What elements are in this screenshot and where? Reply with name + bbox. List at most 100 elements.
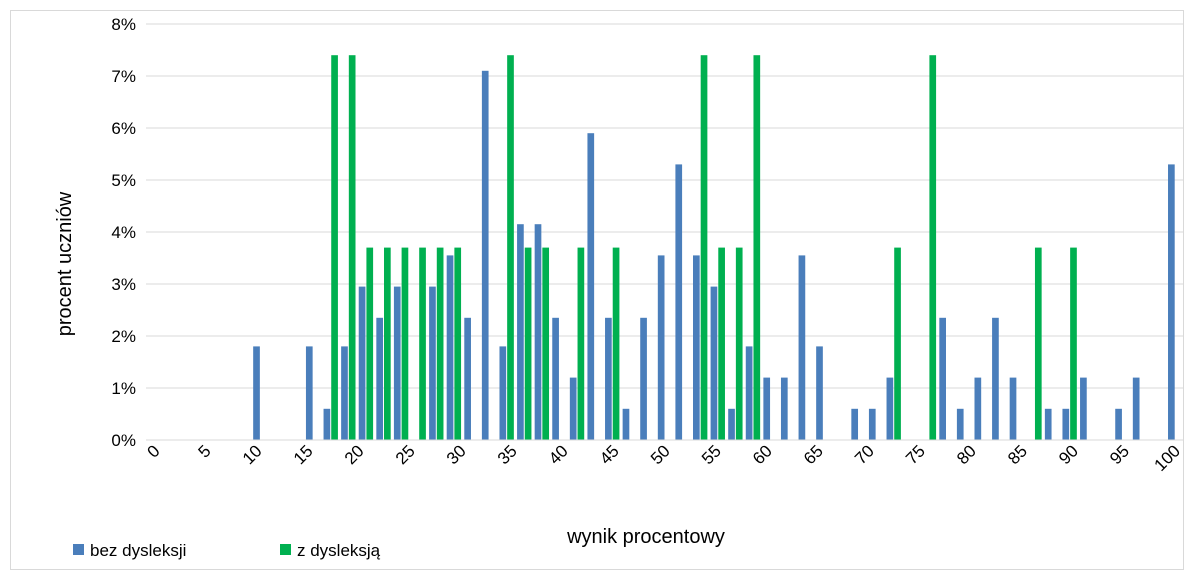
x-tick-label: 100 bbox=[1151, 441, 1184, 474]
bar-bez-dysleksji bbox=[745, 346, 753, 440]
bar-bez-dysleksji bbox=[552, 317, 559, 440]
y-tick-label: 7% bbox=[111, 67, 136, 86]
bar-z-dysleksja bbox=[454, 247, 462, 440]
bar-bez-dysleksji bbox=[253, 346, 260, 440]
bar-bez-dysleksji bbox=[323, 408, 331, 440]
bar-z-dysleksja bbox=[700, 55, 708, 440]
x-tick-label: 10 bbox=[239, 441, 266, 468]
bar-bez-dysleksji bbox=[851, 408, 859, 440]
bar-bez-dysleksji bbox=[481, 70, 489, 441]
x-tick-label: 60 bbox=[749, 441, 776, 468]
x-tick-label: 95 bbox=[1106, 441, 1133, 468]
bar-z-dysleksja bbox=[524, 247, 532, 440]
bar-bez-dysleksji bbox=[1132, 377, 1140, 440]
legend-swatch-z-dysleksja bbox=[280, 544, 291, 555]
bar-bez-dysleksji bbox=[605, 317, 612, 440]
legend-label-z-dysleksja: z dysleksją bbox=[297, 541, 381, 560]
bar-bez-dysleksji bbox=[798, 255, 806, 440]
chart-frame bbox=[10, 10, 1184, 570]
bar-bez-dysleksji bbox=[710, 286, 718, 440]
bar-z-dysleksja bbox=[1070, 247, 1077, 440]
bar-bez-dysleksji bbox=[393, 286, 401, 440]
x-axis-title: wynik procentowy bbox=[566, 526, 725, 548]
bar-z-dysleksja bbox=[348, 55, 356, 440]
x-tick-label: 25 bbox=[392, 441, 419, 468]
y-tick-label: 3% bbox=[111, 275, 136, 294]
bar-bez-dysleksji bbox=[1044, 408, 1052, 440]
x-tick-label: 75 bbox=[902, 441, 929, 468]
x-tick-label: 0 bbox=[143, 441, 163, 461]
bar-bez-dysleksji bbox=[622, 408, 630, 440]
bar-z-dysleksja bbox=[366, 247, 374, 440]
bar-z-dysleksja bbox=[419, 247, 426, 440]
bar-z-dysleksja bbox=[384, 247, 391, 440]
bar-z-dysleksja bbox=[753, 55, 761, 440]
bar-bez-dysleksji bbox=[763, 377, 771, 440]
legend-label-bez-dysleksji: bez dysleksji bbox=[90, 541, 186, 560]
bar-z-dysleksja bbox=[894, 247, 901, 440]
bar-z-dysleksja bbox=[436, 247, 444, 440]
bar-bez-dysleksji bbox=[868, 408, 876, 440]
bar-bez-dysleksji bbox=[376, 317, 384, 440]
bar-z-dysleksja bbox=[507, 55, 514, 440]
bar-bez-dysleksji bbox=[992, 317, 999, 440]
bar-bez-dysleksji bbox=[780, 377, 788, 440]
x-tick-label: 65 bbox=[800, 441, 827, 468]
bar-z-dysleksja bbox=[612, 247, 620, 440]
bar-bez-dysleksji bbox=[429, 286, 436, 440]
x-tick-label: 30 bbox=[443, 441, 470, 468]
y-tick-label: 6% bbox=[111, 119, 136, 138]
x-tick-label: 85 bbox=[1004, 441, 1031, 468]
y-tick-label: 5% bbox=[111, 171, 136, 190]
bar-bez-dysleksji bbox=[939, 317, 946, 440]
bar-bez-dysleksji bbox=[816, 346, 823, 440]
bar-bez-dysleksji bbox=[1062, 408, 1070, 440]
bar-bez-dysleksji bbox=[534, 224, 542, 440]
x-tick-label: 40 bbox=[545, 441, 572, 468]
y-tick-label: 0% bbox=[111, 431, 136, 450]
x-tick-label: 50 bbox=[647, 441, 674, 468]
bar-bez-dysleksji bbox=[693, 255, 700, 440]
bar-z-dysleksja bbox=[331, 55, 338, 440]
bar-z-dysleksja bbox=[929, 55, 937, 440]
bar-bez-dysleksji bbox=[886, 377, 894, 440]
bar-z-dysleksja bbox=[718, 247, 725, 440]
x-tick-label: 5 bbox=[195, 441, 215, 461]
bar-bez-dysleksji bbox=[517, 224, 524, 440]
bar-bez-dysleksji bbox=[1115, 408, 1122, 440]
bar-bez-dysleksji bbox=[446, 255, 454, 440]
bar-bez-dysleksji bbox=[728, 408, 735, 440]
y-tick-label: 4% bbox=[111, 223, 136, 242]
bar-bez-dysleksji bbox=[587, 133, 595, 440]
bar-bez-dysleksji bbox=[1080, 377, 1087, 440]
bar-z-dysleksja bbox=[735, 247, 743, 440]
bar-bez-dysleksji bbox=[956, 408, 964, 440]
x-tick-label: 80 bbox=[953, 441, 980, 468]
bar-bez-dysleksji bbox=[675, 164, 683, 440]
x-tick-label: 15 bbox=[290, 441, 317, 468]
x-tick-label: 70 bbox=[851, 441, 878, 468]
x-tick-label: 35 bbox=[494, 441, 521, 468]
y-tick-label: 2% bbox=[111, 327, 136, 346]
y-tick-label: 1% bbox=[111, 379, 136, 398]
bar-z-dysleksja bbox=[401, 247, 409, 440]
bar-bez-dysleksji bbox=[1168, 164, 1175, 440]
bar-bez-dysleksji bbox=[341, 346, 348, 440]
bar-z-dysleksja bbox=[1034, 247, 1042, 440]
bar-bez-dysleksji bbox=[657, 255, 665, 440]
bar-bez-dysleksji bbox=[358, 286, 366, 440]
bar-bez-dysleksji bbox=[464, 317, 471, 440]
bar-bez-dysleksji bbox=[499, 346, 507, 440]
legend-swatch-bez-dysleksji bbox=[73, 544, 84, 555]
bar-z-dysleksja bbox=[577, 247, 585, 440]
bar-bez-dysleksji bbox=[1009, 377, 1017, 440]
x-tick-label: 20 bbox=[341, 441, 368, 468]
bar-bez-dysleksji bbox=[974, 377, 982, 440]
bar-bez-dysleksji bbox=[640, 317, 647, 440]
bar-bez-dysleksji bbox=[305, 346, 313, 440]
x-tick-label: 90 bbox=[1055, 441, 1082, 468]
bar-z-dysleksja bbox=[542, 247, 550, 440]
bar-bez-dysleksji bbox=[569, 377, 577, 440]
y-tick-label: 8% bbox=[111, 15, 136, 34]
